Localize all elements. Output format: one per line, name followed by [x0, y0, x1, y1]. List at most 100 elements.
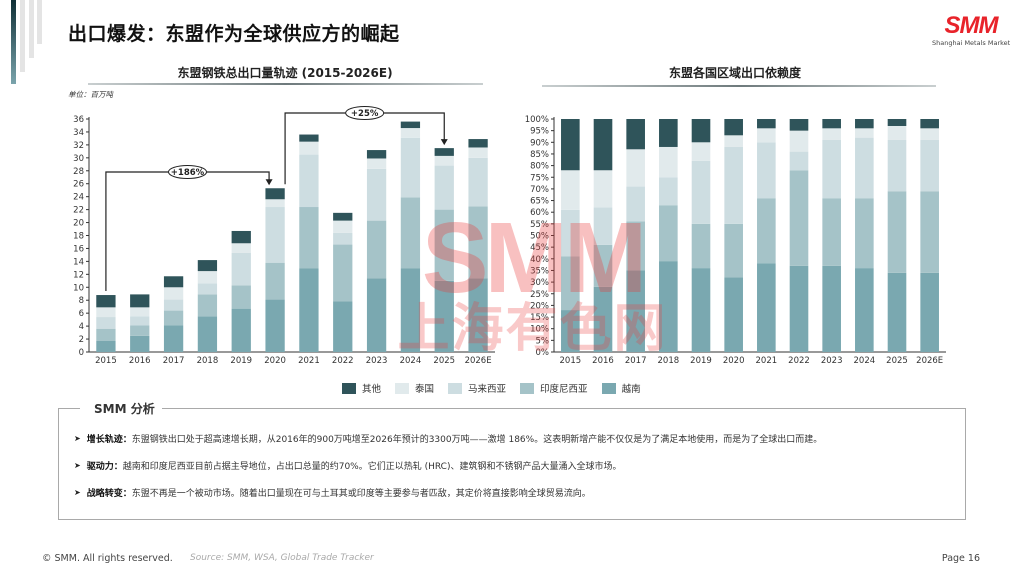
arrow-bullet-icon: ➤: [74, 461, 81, 470]
y-tick-label: 25%: [530, 290, 549, 300]
bar-segment-泰国: [887, 125, 907, 140]
y-tick-label: 10%: [530, 325, 549, 335]
y-tick-label: 85%: [530, 150, 549, 160]
bar-segment-马来西亚: [691, 160, 711, 224]
bar-segment-印度尼西亚: [920, 191, 939, 273]
y-tick-label: 4: [79, 322, 84, 332]
bar-segment-马来西亚: [96, 317, 116, 329]
analysis-bullet: ➤ 驱动力： 越南和印度尼西亚目前占据主导地位，占出口总量的约70%。它们正以热…: [74, 452, 959, 479]
bar-segment-越南: [366, 278, 387, 352]
y-tick-label: 16: [73, 244, 84, 254]
legend-label: 泰国: [415, 384, 435, 395]
y-tick-label: 32: [73, 141, 84, 151]
bar-segment-泰国: [757, 128, 776, 143]
x-tick-label: 2020: [264, 356, 286, 366]
x-tick-label: 2023: [821, 356, 843, 366]
y-tick-label: 35%: [530, 266, 549, 276]
bar-segment-其他: [887, 119, 907, 126]
legend-swatch: [395, 382, 410, 394]
bar-segment-印度尼西亚: [96, 328, 116, 341]
bar-segment-泰国: [333, 220, 353, 233]
analysis-bullet: ➤ 增长轨迹： 东盟钢铁出口处于超高速增长期，从2016年的900万吨增至202…: [74, 425, 959, 452]
page-number: Page 16: [941, 553, 980, 564]
bar-segment-越南: [920, 272, 939, 352]
y-tick-label: 45%: [530, 243, 549, 253]
y-tick-label: 60%: [530, 208, 549, 218]
chart-legend: 其他 泰国 马来西亚 印度尼西亚 越南: [342, 381, 641, 395]
bar-segment-其他: [789, 119, 809, 131]
bar-segment-泰国: [789, 130, 809, 152]
bar-segment-马来西亚: [855, 137, 874, 199]
bar-segment-越南: [130, 335, 150, 352]
x-tick-label: 2025: [433, 356, 455, 366]
bar-segment-印度尼西亚: [468, 206, 488, 279]
y-tick-label: 0: [79, 348, 84, 358]
unit-label: 单位：百万吨: [68, 90, 113, 99]
bullet-text: 越南和印度尼西亚目前占据主导地位，占出口总量的约70%。它们正以热轧 (HRC)…: [122, 462, 622, 472]
bar-segment-印度尼西亚: [265, 262, 285, 300]
bar-segment-泰国: [130, 307, 150, 317]
bar-segment-泰国: [231, 243, 251, 253]
bar-segment-泰国: [434, 155, 454, 166]
x-tick-label: 2024: [854, 356, 876, 366]
bar-segment-泰国: [561, 170, 580, 210]
y-tick-label: 90%: [530, 138, 549, 148]
y-tick-label: 28: [73, 167, 84, 177]
bar-segment-越南: [593, 286, 613, 352]
x-tick-label: 2024: [400, 356, 422, 366]
y-tick-label: 55%: [530, 220, 549, 230]
bar-segment-印度尼西亚: [299, 207, 319, 269]
legend-item: 其他: [342, 381, 381, 395]
bar-segment-越南: [822, 265, 841, 352]
footer-copyright: © SMM. All rights reserved.: [42, 553, 173, 564]
y-tick-label: 75%: [530, 173, 549, 183]
bar-segment-马来西亚: [887, 139, 907, 192]
bar-segment-越南: [400, 268, 421, 352]
x-tick-label: 2019: [230, 356, 252, 366]
legend-label: 马来西亚: [468, 384, 507, 395]
bar-segment-印度尼西亚: [659, 205, 678, 262]
bar-segment-印度尼西亚: [626, 221, 645, 271]
bar-segment-其他: [434, 148, 454, 156]
bar-segment-马来西亚: [299, 154, 319, 208]
bar-segment-泰国: [626, 149, 645, 187]
annotation-label: +186%: [171, 168, 205, 178]
bar-segment-马来西亚: [822, 139, 841, 199]
y-tick-label: 14: [73, 257, 84, 267]
annotation-badge: [168, 165, 207, 179]
x-tick-label: 2022: [332, 356, 354, 366]
logo-mark: SMM: [944, 12, 999, 39]
bar-segment-其他: [333, 212, 353, 221]
bar-segment-泰国: [163, 287, 184, 300]
bar-segment-越南: [163, 325, 184, 352]
bar-segment-马来西亚: [659, 177, 678, 206]
growth-annotation: +25%: [284, 106, 448, 185]
bar-segment-印度尼西亚: [366, 220, 387, 279]
bar-segment-印度尼西亚: [855, 198, 874, 269]
bar-segment-印度尼西亚: [593, 244, 613, 287]
bar-segment-印度尼西亚: [333, 244, 353, 302]
left-chart-rule: [88, 83, 483, 85]
smm-logo: SMM Shanghai Metals Market: [932, 12, 1010, 48]
bar-segment-其他: [561, 119, 580, 171]
bar-segment-马来西亚: [366, 168, 387, 221]
bar-segment-越南: [468, 278, 488, 352]
bar-segment-泰国: [659, 146, 678, 178]
bar-segment-印度尼西亚: [130, 325, 150, 336]
x-tick-label: 2016: [129, 356, 151, 366]
x-tick-label: 2018: [197, 356, 219, 366]
bar-segment-马来西亚: [130, 316, 150, 326]
legend-swatch: [601, 382, 616, 394]
analysis-border: [162, 408, 966, 409]
decorative-stripes: [8, 0, 48, 90]
footer-source: Source: SMM, WSA, Global Trade Tracker: [190, 553, 374, 563]
bar-segment-马来西亚: [333, 232, 353, 245]
bar-segment-其他: [400, 121, 421, 129]
bullet-text: 东盟不再是一个被动市场。随着出口量现在可与土耳其或印度等主要参与者匹敌，其定价将…: [131, 489, 591, 499]
bar-segment-越南: [757, 263, 776, 352]
x-tick-label: 2016: [592, 356, 614, 366]
bar-segment-印度尼西亚: [400, 197, 421, 269]
legend-item: 马来西亚: [448, 381, 506, 395]
bar-segment-其他: [691, 119, 711, 143]
bar-segment-马来西亚: [434, 165, 454, 210]
